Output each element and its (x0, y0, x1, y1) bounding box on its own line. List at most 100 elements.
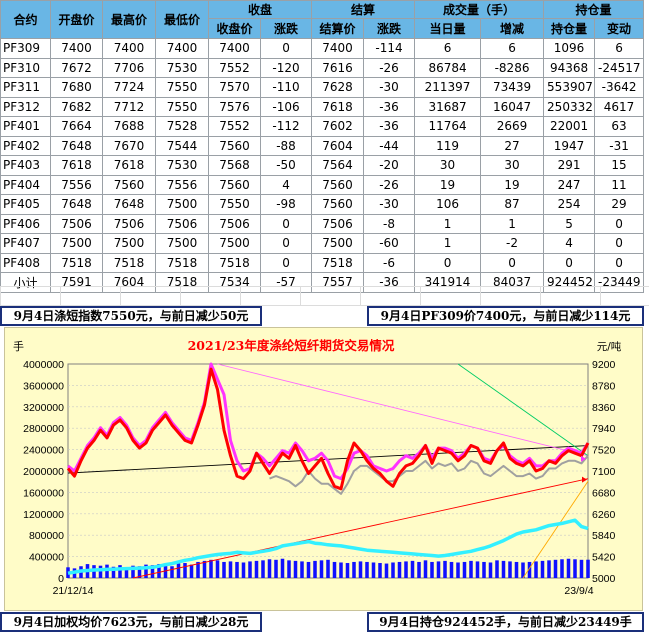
cell-name: PF407 (0, 233, 51, 254)
cell-settle: 7560 (311, 194, 365, 215)
volume-bar (345, 563, 350, 578)
cell-open: 7500 (50, 233, 103, 254)
cell-oi: 4 (543, 233, 596, 254)
cell-volume-chg: 16047 (480, 96, 545, 117)
cell-open: 7618 (50, 155, 103, 176)
left-tick-label: 1600000 (23, 487, 64, 499)
table-row: PF312 7682 7712 7550 7576 -106 7618 -36 31687 160… (0, 96, 645, 117)
cell-close-chg: -106 (259, 96, 313, 117)
right-tick-label: 6260 (592, 509, 616, 521)
cell-open: 7680 (50, 77, 103, 98)
volume-bar (137, 566, 142, 578)
table-row: PF407 7500 7500 7500 7500 0 7500 -60 1 -2 4 0 (0, 233, 645, 254)
right-tick-label: 8780 (592, 380, 616, 392)
cell-close: 7570 (208, 77, 261, 98)
cell-settle: 7500 (311, 233, 365, 254)
cell-volume-chg: 73439 (480, 77, 545, 98)
volume-bar (209, 559, 213, 578)
cell-settle-chg: -20 (363, 155, 416, 176)
cell-close-chg: 0 (259, 252, 313, 273)
cell-close-chg: 0 (259, 233, 313, 254)
cell-high: 7500 (102, 233, 156, 254)
chart-title: 2021/23年度涤纶短纤期货交易情况 (188, 338, 395, 353)
cell-settle: 7604 (311, 135, 365, 156)
cell-volume-chg: 87 (480, 194, 545, 215)
header-close: 收盘价 (208, 18, 261, 39)
volume-bar (469, 560, 473, 578)
cell-low: 7500 (155, 194, 209, 215)
cell-volume-chg: 1 (480, 213, 545, 234)
right-axis-unit: 元/吨 (597, 340, 622, 353)
cell-name: PF309 (0, 38, 51, 59)
cell-high: 7706 (102, 57, 156, 78)
volume-bar (248, 561, 252, 578)
cell-close: 7552 (208, 57, 261, 78)
reference-line (132, 478, 589, 579)
cell-name: PF401 (0, 116, 51, 137)
volume-bar (423, 560, 428, 578)
right-tick-label: 7520 (592, 445, 616, 457)
cell-oi-chg: 11 (594, 174, 645, 195)
cell-oi: 1947 (543, 135, 596, 156)
volume-bar (397, 561, 402, 578)
header-low: 最低价 (155, 0, 209, 39)
table-row: PF309 7400 7400 7400 7400 0 7400 -114 6 6 1096 6 (0, 38, 645, 59)
cell-settle-chg: -114 (363, 38, 416, 59)
cell-oi-chg: 6 (594, 38, 645, 59)
volume-bar (443, 560, 447, 578)
volume-bar (521, 562, 525, 578)
cell-close: 7560 (208, 135, 261, 156)
pf309-summary: 9月4日PF309价7400元，与前日减少114元 (367, 306, 644, 326)
cell-high: 7618 (102, 155, 156, 176)
volume-bar (111, 566, 116, 578)
cell-open: 7556 (50, 174, 103, 195)
header-close-chg: 涨跌 (259, 18, 313, 39)
volume-bar (436, 561, 441, 578)
cell-settle-chg: -26 (363, 174, 416, 195)
futures-quote-table: 合约 开盘价 最高价 最低价 收盘 结算 成交量（手） 持仓量 收盘价 涨跌 结… (0, 0, 645, 293)
cell-close-chg: -110 (259, 77, 313, 98)
cell-volume: 1 (414, 233, 482, 254)
cell-low: 7400 (155, 38, 209, 59)
cell-settle-chg: -60 (363, 233, 416, 254)
cell-high: 7670 (102, 135, 156, 156)
cell-close-chg: -88 (259, 135, 313, 156)
right-tick-label: 7100 (592, 466, 616, 478)
cell-name: PF311 (0, 77, 51, 98)
cell-settle-chg: -36 (363, 96, 416, 117)
cell-settle-chg: -8 (363, 213, 416, 234)
volume-bar (228, 561, 233, 578)
series-line-near-contract (269, 455, 589, 495)
cell-close: 7550 (208, 194, 261, 215)
volume-bar (157, 564, 161, 578)
volume-bar (391, 562, 395, 578)
volume-bar (527, 561, 532, 578)
cell-volume: 6 (414, 38, 482, 59)
cell-oi: 254 (543, 194, 596, 215)
cell-settle-chg: -36 (363, 116, 416, 137)
cell-close-chg: 0 (259, 38, 313, 59)
volume-bar (170, 566, 174, 578)
volume-bar (241, 562, 246, 578)
volume-bar (183, 563, 187, 578)
table-row: PF311 7680 7724 7550 7570 -110 7628 -30 211397 73… (0, 77, 645, 98)
cell-volume: 31687 (414, 96, 482, 117)
cell-high: 7518 (102, 252, 156, 273)
cell-low: 7530 (155, 57, 209, 78)
header-volume-group: 成交量（手） (414, 0, 545, 19)
header-oi-group: 持仓量 (543, 0, 645, 19)
volume-bar (378, 563, 382, 578)
header-close-group: 收盘 (207, 0, 313, 19)
cell-high: 7400 (102, 38, 156, 59)
series-line-index-price (67, 362, 590, 481)
volume-bar (358, 561, 363, 578)
header-volume: 当日量 (414, 18, 482, 39)
left-tick-label: 3200000 (23, 402, 64, 414)
cell-low: 7518 (155, 252, 209, 273)
table-row: PF408 7518 7518 7518 7518 0 7518 -6 0 0 0 0 (0, 252, 645, 273)
volume-bar (118, 565, 122, 578)
left-tick-label: 2800000 (23, 423, 64, 435)
left-axis-unit: 手 (13, 339, 24, 353)
volume-bar (573, 559, 577, 578)
volume-bar (339, 562, 343, 578)
